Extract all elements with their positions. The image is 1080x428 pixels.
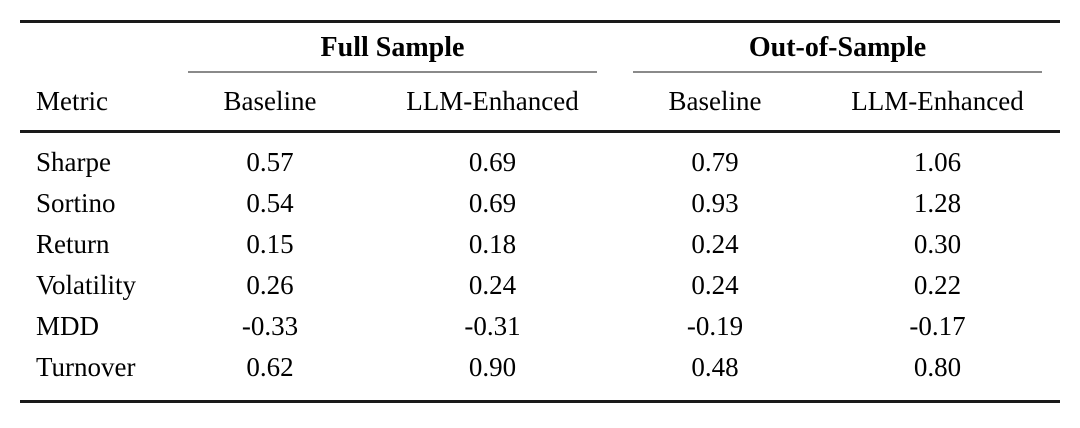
metric-value: 0.90	[468, 351, 517, 382]
table-row: MDD -0.33 -0.31 -0.19 -0.17	[20, 306, 1060, 347]
group-header-label: Out-of-Sample	[633, 32, 1043, 73]
metric-label: Return	[36, 228, 110, 259]
column-header-fs-llm-enhanced: LLM-Enhanced	[370, 73, 616, 133]
column-header-row: Metric Baseline LLM-Enhanced Baseline LL…	[20, 73, 1061, 133]
metric-value: -0.31	[464, 310, 521, 341]
group-header-label: Full Sample	[188, 32, 598, 73]
metric-value: -0.17	[909, 310, 966, 341]
group-header-row: Full Sample Out-of-Sample	[20, 22, 1060, 74]
table-row: Sharpe 0.57 0.69 0.79 1.06	[20, 132, 1060, 184]
results-table: Full Sample Out-of-Sample Metric Baselin…	[20, 20, 1061, 403]
metric-label: Turnover	[36, 351, 136, 382]
group-header-full-sample: Full Sample	[170, 22, 615, 73]
metric-value: -0.33	[241, 310, 299, 341]
metric-value: 0.80	[913, 351, 962, 382]
table-body: Sharpe 0.57 0.69 0.79 1.06 Sortino 0.54 0.69 0.9…	[20, 132, 1060, 402]
metric-value: 0.15	[246, 228, 294, 259]
metric-value: 0.30	[913, 228, 962, 259]
metric-label: MDD	[36, 310, 100, 341]
metric-value: 0.57	[246, 146, 294, 177]
metric-value: 0.79	[691, 146, 739, 177]
metric-label: Sharpe	[36, 146, 111, 177]
metric-value: 0.26	[246, 269, 294, 300]
metric-value: 0.62	[246, 351, 294, 382]
column-header-fs-baseline: Baseline	[170, 73, 370, 133]
metric-label: Sortino	[36, 187, 116, 218]
group-header-out-of-sample: Out-of-Sample	[615, 22, 1060, 73]
metric-value: 1.06	[913, 146, 962, 177]
metric-value: -0.19	[686, 310, 744, 341]
table-row: Volatility 0.26 0.24 0.24 0.22	[20, 265, 1060, 306]
column-header-oos-llm-enhanced: LLM-Enhanced	[815, 73, 1061, 133]
metric-value: 0.93	[691, 187, 739, 218]
metric-value: 0.48	[691, 351, 739, 382]
metric-value: 0.54	[246, 187, 294, 218]
metric-value: 0.24	[691, 228, 739, 259]
metric-label: Volatility	[36, 269, 137, 300]
table-row: Return 0.15 0.18 0.24 0.30	[20, 224, 1060, 265]
table-row: Sortino 0.54 0.69 0.93 1.28	[20, 183, 1060, 224]
metric-value: 0.69	[468, 187, 517, 218]
table-row: Turnover 0.62 0.90 0.48 0.80	[20, 347, 1060, 402]
metric-value: 0.24	[468, 269, 517, 300]
metric-value: 1.28	[913, 187, 962, 218]
group-header-spacer	[20, 22, 170, 74]
column-header-metric: Metric	[20, 73, 170, 133]
paper-table-figure: Full Sample Out-of-Sample Metric Baselin…	[0, 20, 1080, 428]
metric-value: 0.69	[468, 146, 517, 177]
metric-value: 0.24	[691, 269, 739, 300]
column-header-oos-baseline: Baseline	[615, 73, 816, 133]
metric-value: 0.18	[468, 228, 517, 259]
metric-value: 0.22	[913, 269, 962, 300]
